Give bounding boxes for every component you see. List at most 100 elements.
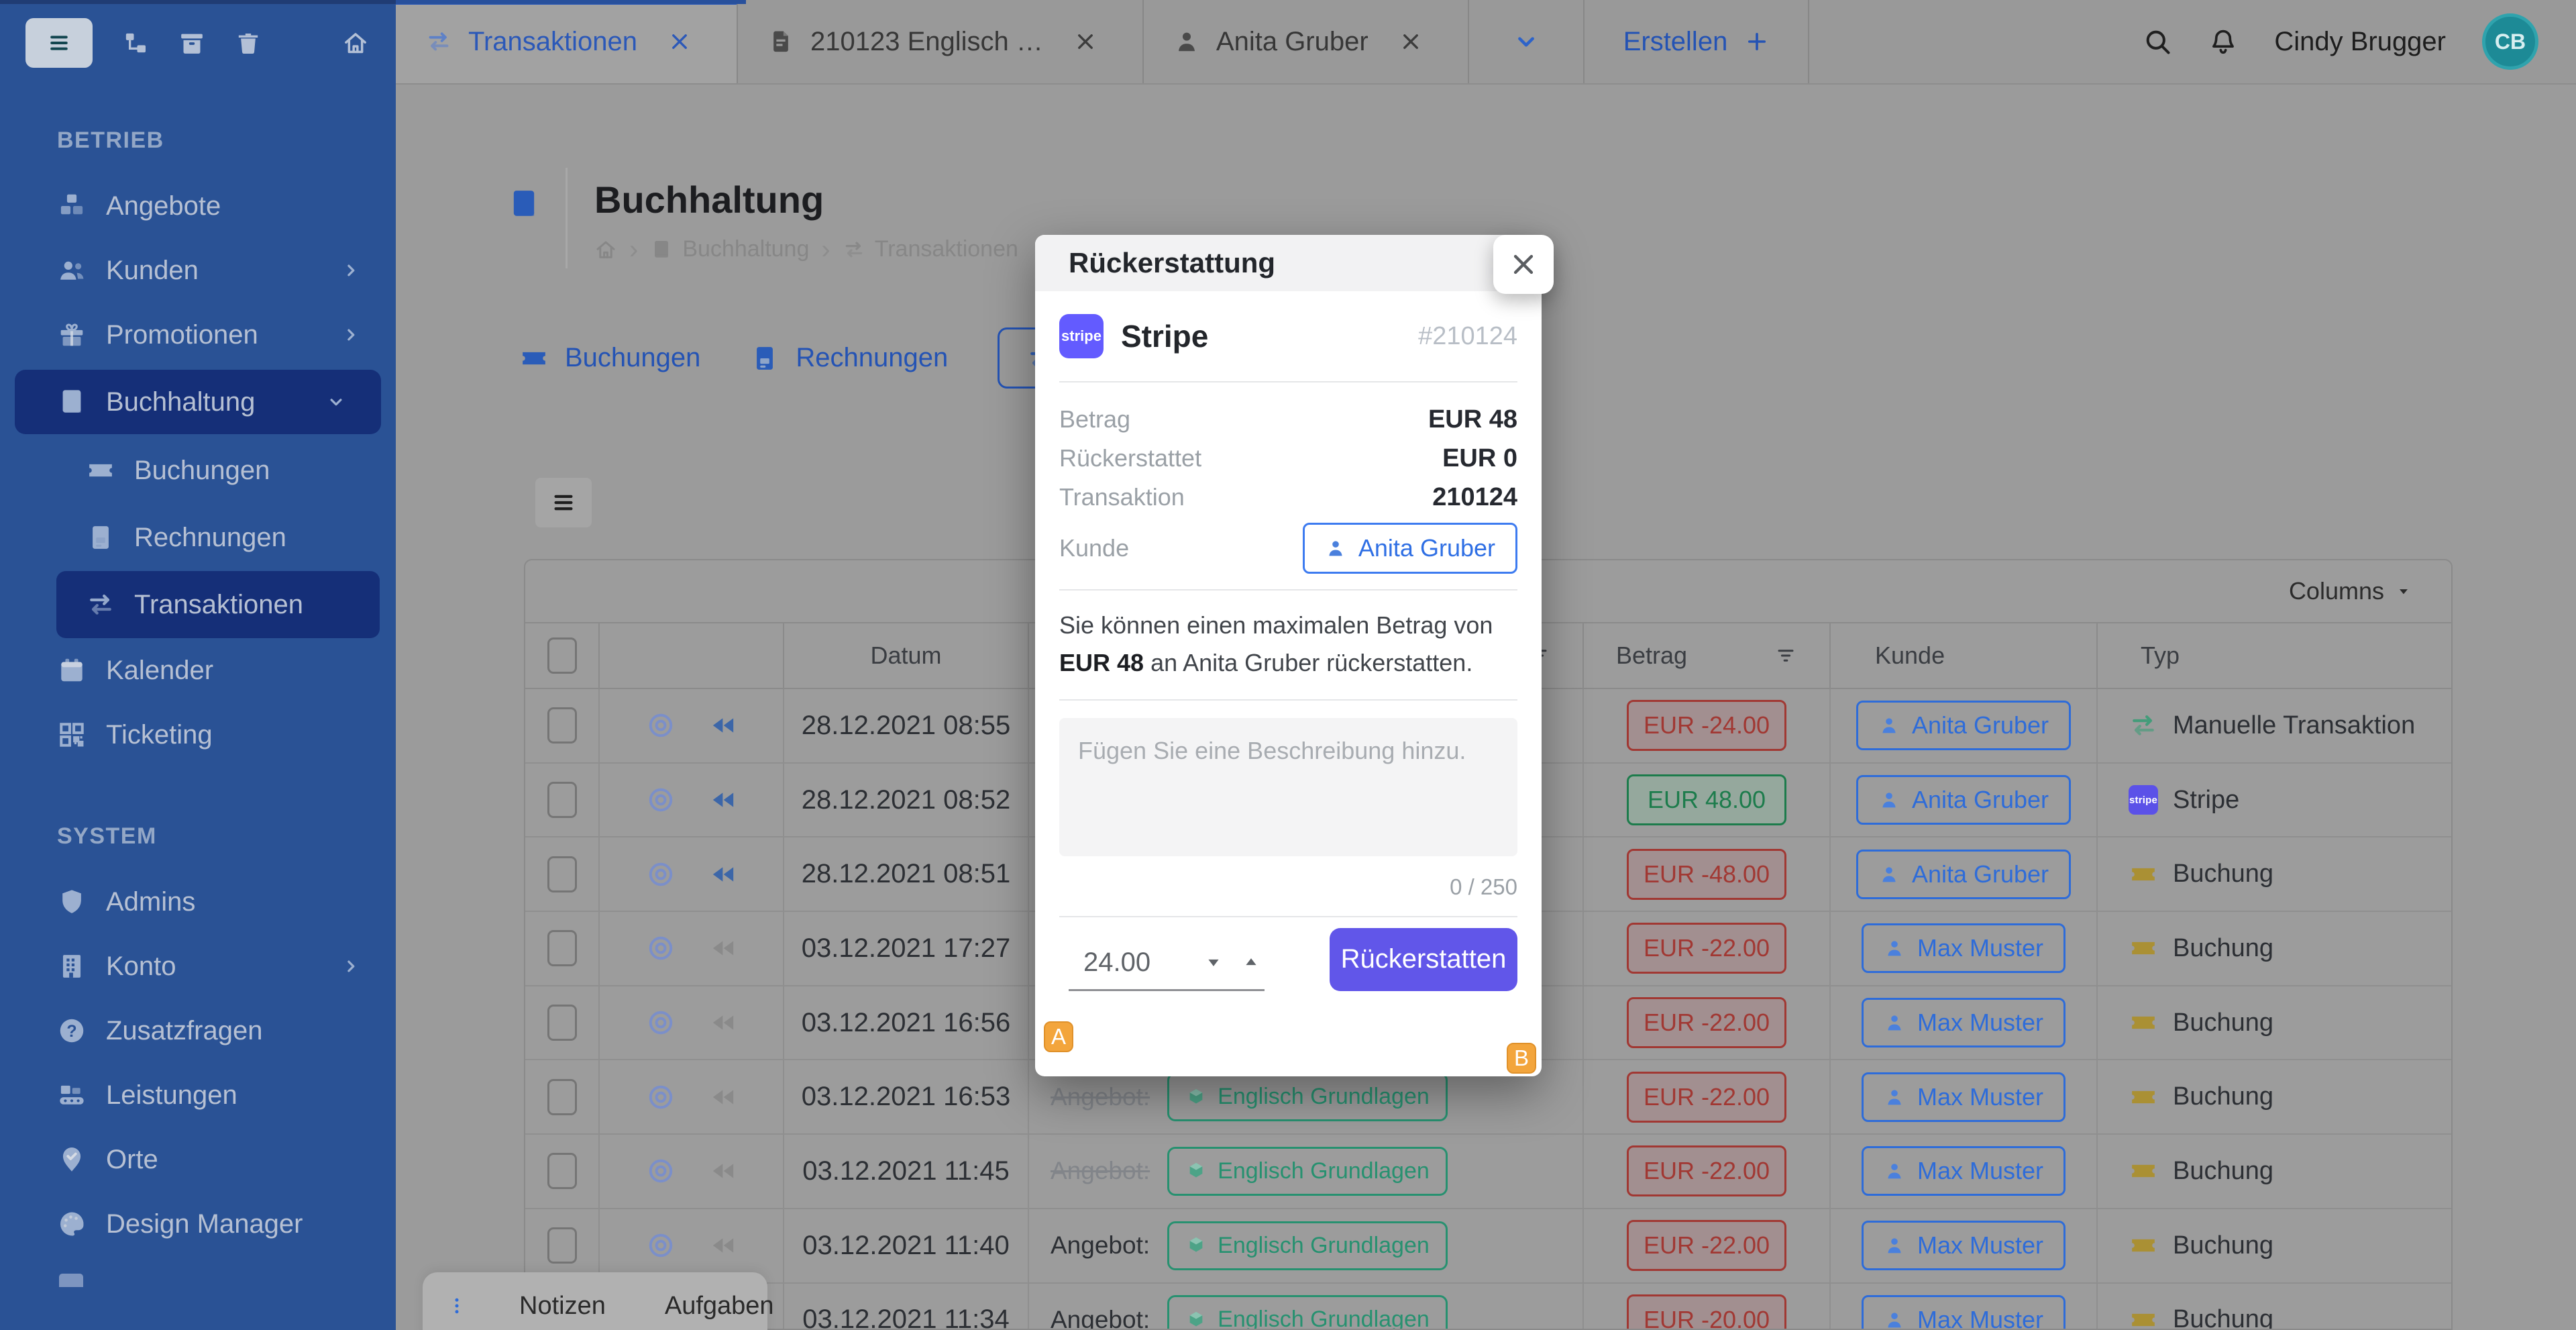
table-row[interactable]: 28.12.2021 08:52 EUR 48.00 Anita Gruber str… [525, 763, 2451, 838]
sidebar-item-admins[interactable]: Admins [0, 870, 396, 934]
type-label: Buchung [2173, 933, 2274, 962]
view-tab-rechnungen[interactable]: Rechnungen [750, 343, 948, 373]
table-row[interactable]: 03.12.2021 16:53 Angebot: Englisch Grundla… [525, 1060, 2451, 1135]
customer-chip[interactable]: Max Muster [1861, 1294, 2066, 1329]
home-icon[interactable] [342, 30, 369, 56]
create-tab-button[interactable]: Erstellen [1585, 0, 1810, 83]
columns-dropdown[interactable]: Columns [2289, 577, 2412, 605]
sidebar-item-konto[interactable]: Konto [0, 934, 396, 999]
rewind-icon[interactable] [708, 1232, 739, 1259]
rewind-icon[interactable] [708, 935, 739, 962]
row-checkbox[interactable] [547, 782, 577, 819]
sidebar-item-label: Kalender [106, 655, 214, 685]
offer-chip[interactable]: Englisch Grundlagen [1167, 1295, 1448, 1329]
target-icon[interactable] [645, 1229, 677, 1262]
target-icon[interactable] [645, 1081, 677, 1113]
dots-vertical-icon[interactable] [447, 1291, 467, 1321]
archive-icon[interactable] [178, 30, 205, 56]
sidebar-toggle-button[interactable] [25, 18, 93, 68]
refund-amount-input[interactable] [1069, 946, 1169, 978]
target-icon[interactable] [645, 1007, 677, 1039]
breadcrumb-item[interactable]: Buchhaltung [650, 236, 809, 262]
row-checkbox[interactable] [547, 707, 577, 744]
sidebar-item-rechnungen[interactable]: Rechnungen [0, 504, 396, 571]
row-checkbox[interactable] [547, 1153, 577, 1190]
target-icon[interactable] [645, 858, 677, 890]
target-icon[interactable] [645, 784, 677, 816]
table-row[interactable]: 03.12.2021 11:45 Angebot: Englisch Grundla… [525, 1135, 2451, 1209]
sidebar-item-ticketing[interactable]: Ticketing [0, 703, 396, 767]
customer-chip[interactable]: Anita Gruber [1302, 523, 1517, 574]
trash-icon[interactable] [235, 30, 262, 56]
breadcrumb-item[interactable]: Transaktionen [843, 236, 1018, 262]
sidebar-item-label: Rechnungen [134, 522, 286, 552]
stepper-up-icon[interactable] [1242, 953, 1260, 972]
avatar[interactable]: CB [2482, 13, 2538, 70]
rewind-icon[interactable] [708, 1009, 739, 1036]
sidebar-item-design-manager[interactable]: Design Manager [0, 1192, 396, 1256]
tab-anita-gruber[interactable]: Anita Gruber [1144, 0, 1469, 83]
customer-chip[interactable]: Max Muster [1861, 998, 2066, 1048]
sidebar-item-zusatzfragen[interactable]: ? Zusatzfragen [0, 999, 396, 1063]
row-checkbox[interactable] [547, 930, 577, 967]
user-name[interactable]: Cindy Brugger [2274, 26, 2446, 56]
view-tab-buchungen[interactable]: Buchungen [519, 343, 700, 373]
table-row[interactable]: 28.12.2021 08:51 EUR -48.00 Anita Gruber Bu… [525, 837, 2451, 913]
tab-label: Erstellen [1623, 26, 1728, 56]
offer-chip[interactable]: Englisch Grundlagen [1167, 1072, 1448, 1122]
sidebar-item-leistungen[interactable]: Leistungen [0, 1063, 396, 1127]
table-row[interactable]: 03.12.2021 11:34 Angebot: Englisch Grundla… [525, 1283, 2451, 1329]
row-checkbox[interactable] [547, 1078, 577, 1115]
row-checkbox[interactable] [547, 856, 577, 892]
notifications-icon[interactable] [2208, 27, 2238, 56]
target-icon[interactable] [645, 932, 677, 964]
rewind-icon[interactable] [708, 712, 739, 739]
select-all-checkbox[interactable] [547, 637, 577, 674]
rewind-icon[interactable] [708, 861, 739, 888]
sidebar-item-buchungen[interactable]: Buchungen [0, 437, 396, 504]
target-icon[interactable] [645, 1155, 677, 1187]
dock-tab-notizen[interactable]: Notizen [519, 1291, 606, 1320]
stepper-down-icon[interactable] [1204, 953, 1223, 972]
target-icon[interactable] [645, 709, 677, 741]
sidebar-item-kalender[interactable]: Kalender [0, 638, 396, 703]
search-icon[interactable] [2143, 27, 2172, 56]
dock-tab-aufgaben[interactable]: Aufgaben [664, 1291, 774, 1320]
close-tab-icon[interactable] [668, 30, 691, 53]
rewind-icon[interactable] [708, 1084, 739, 1111]
description-textarea[interactable] [1059, 717, 1517, 856]
modal-close-button[interactable] [1493, 235, 1554, 294]
rewind-icon[interactable] [708, 1158, 739, 1184]
offer-chip[interactable]: Englisch Grundlagen [1167, 1221, 1448, 1270]
customer-chip[interactable]: Max Muster [1861, 923, 2066, 974]
tab-210123-englisch-[interactable]: 210123 Englisch … [738, 0, 1144, 83]
users-icon [56, 255, 87, 286]
customer-chip[interactable]: Anita Gruber [1856, 775, 2072, 825]
sidebar-item-promotionen[interactable]: Promotionen [0, 303, 396, 367]
tab-transaktionen[interactable]: Transaktionen [396, 0, 738, 83]
breadcrumb-item[interactable] [594, 238, 617, 261]
sidebar-item-transaktionen[interactable]: Transaktionen [56, 571, 380, 638]
sidebar-item-orte[interactable]: Orte [0, 1127, 396, 1192]
filter-icon[interactable] [1776, 646, 1796, 666]
close-tab-icon[interactable] [1074, 30, 1097, 53]
row-checkbox[interactable] [547, 1227, 577, 1264]
customer-chip[interactable]: Anita Gruber [1856, 849, 2072, 899]
sidebar-item-angebote[interactable]: Angebote [0, 174, 396, 238]
tree-icon[interactable] [122, 30, 149, 56]
tab-list-dropdown[interactable] [1469, 0, 1585, 83]
customer-chip[interactable]: Max Muster [1861, 1221, 2066, 1271]
sidebar-item-kunden[interactable]: Kunden [0, 238, 396, 303]
customer-chip[interactable]: Max Muster [1861, 1072, 2066, 1122]
rewind-icon[interactable] [708, 786, 739, 813]
close-tab-icon[interactable] [1399, 30, 1422, 53]
transaction-reference: #210124 [1418, 321, 1517, 350]
sidebar-item-buchhaltung[interactable]: Buchhaltung [15, 370, 381, 434]
refund-submit-button[interactable]: Rückerstatten [1330, 927, 1517, 991]
table-menu-button[interactable] [535, 478, 592, 527]
customer-chip[interactable]: Max Muster [1861, 1146, 2066, 1196]
customer-chip[interactable]: Anita Gruber [1856, 701, 2072, 751]
table-row[interactable]: 03.12.2021 11:40 Angebot: Englisch Grundla… [525, 1209, 2451, 1284]
row-checkbox[interactable] [547, 1005, 577, 1041]
offer-chip[interactable]: Englisch Grundlagen [1167, 1146, 1448, 1196]
